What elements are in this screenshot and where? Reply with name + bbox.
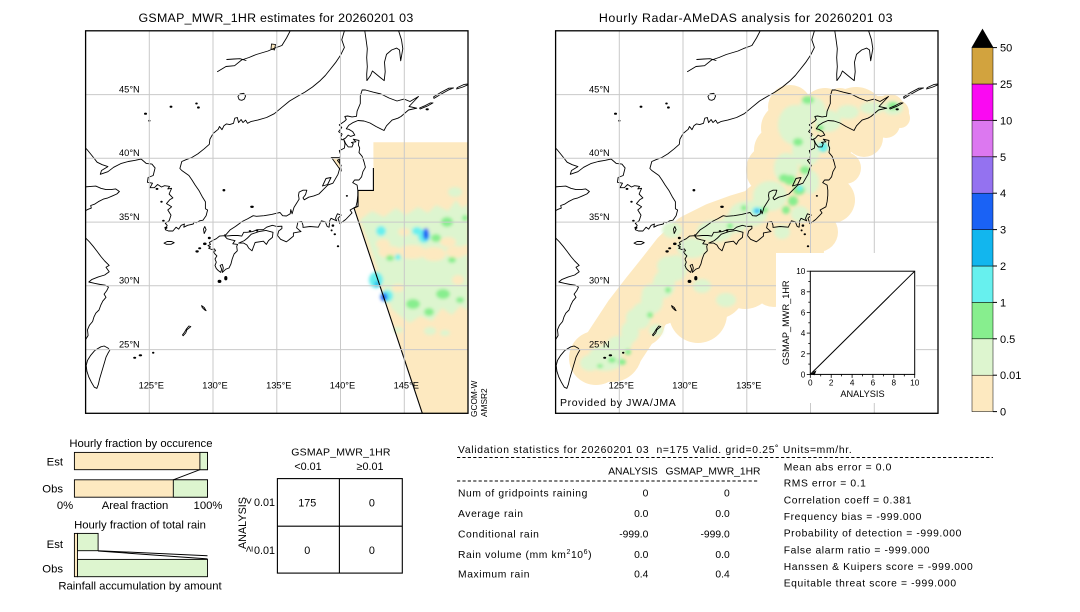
svg-text:GSMAP_MWR_1HR: GSMAP_MWR_1HR: [781, 280, 791, 365]
svg-text:Est: Est: [47, 457, 64, 469]
svg-text:0.4: 0.4: [634, 570, 649, 581]
svg-text:0.0: 0.0: [715, 509, 730, 520]
svg-text:10: 10: [796, 267, 806, 276]
svg-text:5: 5: [1000, 152, 1006, 164]
svg-text:135°E: 135°E: [266, 381, 291, 391]
svg-text:2: 2: [1000, 261, 1006, 273]
svg-text:Obs: Obs: [42, 484, 63, 496]
svg-text:8: 8: [801, 288, 806, 297]
svg-text:Num of gridpoints raining: Num of gridpoints raining: [458, 489, 588, 500]
svg-text:45°N: 45°N: [119, 84, 140, 94]
svg-text:30°N: 30°N: [589, 276, 610, 286]
svg-text:<: <: [244, 498, 256, 504]
svg-text:Est: Est: [47, 539, 64, 551]
svg-text:140°E: 140°E: [330, 381, 355, 391]
svg-text:ANALYSIS: ANALYSIS: [840, 389, 884, 399]
svg-text:45°N: 45°N: [589, 84, 610, 94]
svg-text:AMSR2: AMSR2: [479, 388, 489, 417]
svg-text:0: 0: [1000, 407, 1006, 419]
svg-text:6: 6: [871, 378, 876, 387]
svg-text:0: 0: [304, 545, 310, 557]
svg-text:Equitable threat score = -999.: Equitable threat score = -999.000: [784, 579, 957, 590]
svg-text:RMS error = 0.1: RMS error = 0.1: [784, 478, 867, 489]
svg-text:≥0.01: ≥0.01: [357, 461, 384, 473]
svg-text:Average rain: Average rain: [458, 509, 524, 520]
svg-text:100%: 100%: [194, 500, 223, 512]
svg-text:0.01: 0.01: [1000, 370, 1021, 382]
svg-text:0.0: 0.0: [634, 550, 649, 561]
svg-text:-999.0: -999.0: [700, 530, 729, 541]
svg-text:-999.0: -999.0: [619, 530, 648, 541]
svg-text:ANALYSIS: ANALYSIS: [237, 497, 249, 549]
svg-text:<0.01: <0.01: [294, 461, 321, 473]
svg-text:Maximum rain: Maximum rain: [458, 570, 530, 581]
svg-text:10: 10: [1000, 115, 1012, 127]
svg-text:+: +: [812, 369, 816, 376]
svg-text:Provided by JWA/JMA: Provided by JWA/JMA: [560, 397, 676, 409]
svg-text:Mean abs error = 0.0: Mean abs error = 0.0: [784, 462, 892, 473]
svg-text:0: 0: [808, 378, 813, 387]
svg-text:4: 4: [801, 329, 806, 338]
svg-text:Frequency bias = -999.000: Frequency bias = -999.000: [784, 512, 922, 523]
svg-text:125°E: 125°E: [609, 381, 634, 391]
svg-text:145°E: 145°E: [394, 381, 419, 391]
svg-text:≥: ≥: [244, 546, 256, 552]
svg-text:35°N: 35°N: [119, 212, 140, 222]
svg-text:125°E: 125°E: [139, 381, 164, 391]
svg-text:1: 1: [1000, 297, 1006, 309]
svg-text:35°N: 35°N: [589, 212, 610, 222]
svg-text:30°N: 30°N: [119, 276, 140, 286]
svg-text:0.5: 0.5: [1000, 334, 1015, 346]
svg-text:0: 0: [801, 370, 806, 379]
svg-text:8: 8: [892, 378, 897, 387]
svg-text:0: 0: [369, 545, 375, 557]
svg-text:0: 0: [643, 489, 649, 500]
svg-text:Hanssen & Kuipers score = -999: Hanssen & Kuipers score = -999.000: [784, 562, 974, 573]
svg-text:4: 4: [850, 378, 855, 387]
svg-text:4: 4: [1000, 188, 1006, 200]
svg-text:Conditional rain: Conditional rain: [458, 530, 539, 541]
svg-text:0.01: 0.01: [254, 497, 275, 509]
svg-text:Hourly fraction of total rain: Hourly fraction of total rain: [74, 520, 206, 532]
svg-text:25: 25: [1000, 79, 1012, 91]
svg-text:0.01: 0.01: [254, 545, 275, 557]
svg-text:Hourly fraction by occurence: Hourly fraction by occurence: [69, 438, 212, 450]
svg-text:130°E: 130°E: [672, 381, 697, 391]
svg-text:40°N: 40°N: [119, 148, 140, 158]
svg-text:GSMAP_MWR_1HR: GSMAP_MWR_1HR: [291, 447, 391, 459]
svg-text:Hourly Radar-AMeDAS analysis f: Hourly Radar-AMeDAS analysis for 2026020…: [599, 11, 893, 25]
svg-text:Rain volume (mm km2106): Rain volume (mm km2106): [458, 549, 592, 561]
svg-text:GSMAP_MWR_1HR estimates for 20: GSMAP_MWR_1HR estimates for 20260201 03: [139, 11, 414, 25]
svg-text:0.4: 0.4: [715, 570, 730, 581]
svg-text:Rainfall accumulation by amoun: Rainfall accumulation by amount: [58, 581, 222, 593]
svg-text:Areal fraction: Areal fraction: [102, 500, 169, 512]
svg-text:130°E: 130°E: [202, 381, 227, 391]
svg-text:175: 175: [298, 498, 316, 510]
svg-text:6: 6: [801, 309, 806, 318]
svg-text:3: 3: [1000, 225, 1006, 237]
svg-text:135°E: 135°E: [736, 381, 761, 391]
svg-text:False alarm ratio = -999.000: False alarm ratio = -999.000: [784, 545, 930, 556]
svg-text:0: 0: [369, 498, 375, 510]
svg-text:0: 0: [724, 489, 730, 500]
svg-text:Obs: Obs: [42, 564, 63, 576]
svg-text:2: 2: [801, 350, 806, 359]
svg-text:0.0: 0.0: [715, 550, 730, 561]
svg-text:ANALYSIS: ANALYSIS: [608, 467, 658, 478]
svg-text:0%: 0%: [57, 500, 73, 512]
svg-text:25°N: 25°N: [589, 339, 610, 349]
svg-text:2: 2: [829, 378, 834, 387]
svg-text:Correlation coeff = 0.381: Correlation coeff = 0.381: [784, 496, 912, 507]
svg-text:0.0: 0.0: [634, 509, 649, 520]
svg-text:Validation statistics for 2026: Validation statistics for 20260201 03 n=…: [458, 444, 852, 456]
svg-text:GSMAP_MWR_1HR: GSMAP_MWR_1HR: [666, 467, 761, 478]
svg-text:Probability of detection = -99: Probability of detection = -999.000: [784, 529, 962, 540]
svg-text:50: 50: [1000, 43, 1012, 55]
svg-text:40°N: 40°N: [589, 148, 610, 158]
svg-text:10: 10: [910, 378, 920, 387]
svg-text:25°N: 25°N: [119, 339, 140, 349]
svg-text:GCOM-W: GCOM-W: [469, 380, 479, 417]
